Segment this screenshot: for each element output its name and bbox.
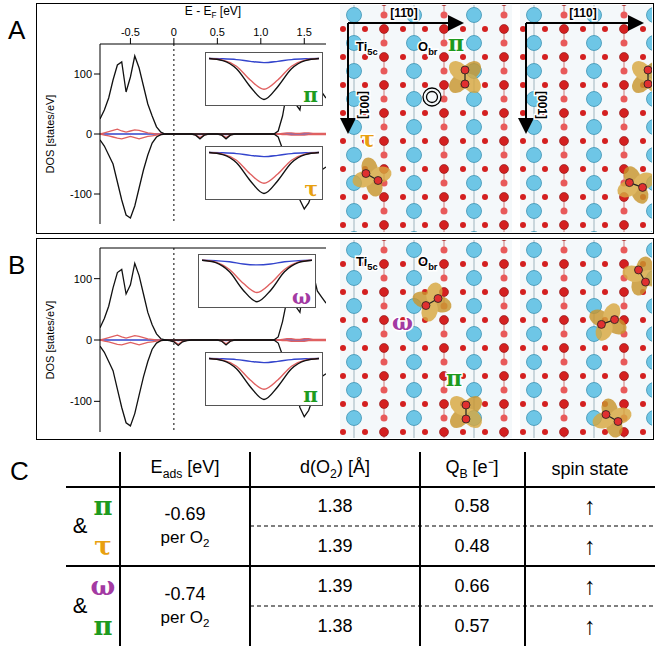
html-text:π: π [303, 83, 318, 107]
svg-text:[110]: [110] [569, 6, 596, 20]
svg-text:[001]: [001] [535, 91, 549, 119]
svg-text:1.5: 1.5 [297, 26, 312, 38]
html-text:1.38: 1.38 [317, 616, 353, 636]
html-text:0.57: 0.57 [454, 616, 490, 636]
html-text:π: π [93, 491, 113, 521]
html-text:1.39: 1.39 [317, 576, 353, 596]
svg-text:-0.5: -0.5 [121, 26, 140, 38]
svg-text:π: π [446, 365, 462, 391]
html-text:QB[e⁻]: QB[e⁻] [445, 457, 499, 481]
svg-text:Obr: Obr [418, 39, 438, 57]
html-text:B: B [8, 250, 26, 280]
html-text:C: C [10, 456, 29, 486]
html-text:τ: τ [94, 531, 112, 561]
svg-text:DOS [states/eV]: DOS [states/eV] [44, 301, 56, 380]
svg-text:0: 0 [86, 334, 92, 346]
html-text:spin state: spin state [551, 459, 629, 479]
svg-text:ω: ω [392, 309, 413, 335]
html-text:0.48: 0.48 [454, 536, 490, 556]
svg-text:0: 0 [171, 26, 177, 38]
svg-text:-100: -100 [70, 395, 92, 407]
html-text:ω: ω [90, 571, 116, 601]
svg-text:0.5: 0.5 [210, 26, 225, 38]
html-text:A: A [8, 15, 26, 45]
html-text:ω: ω [292, 285, 311, 309]
html-text:1.39: 1.39 [317, 536, 353, 556]
svg-text:100: 100 [74, 68, 92, 80]
svg-text:DOS [states/eV]: DOS [states/eV] [44, 95, 56, 174]
svg-text:[001]: [001] [357, 91, 371, 119]
html-text:-0.69: -0.69 [164, 504, 206, 524]
html-text:per O2: per O2 [160, 527, 210, 549]
svg-text:-100: -100 [70, 188, 92, 200]
svg-text:100: 100 [74, 273, 92, 285]
svg-text:0: 0 [86, 128, 92, 140]
html-text:π: π [303, 383, 318, 407]
html-text:π: π [93, 611, 113, 641]
html-text:0.66: 0.66 [454, 576, 490, 596]
svg-text:Ti5c: Ti5c [356, 39, 378, 57]
svg-text:Obr: Obr [418, 254, 438, 272]
html-text:-0.74: -0.74 [164, 584, 206, 604]
html-text:1.38: 1.38 [317, 496, 353, 516]
svg-text:τ: τ [360, 126, 375, 152]
html-text:d(O2) [Å]: d(O2) [Å] [300, 457, 370, 481]
html-text:E - EF[eV]: E - EF[eV] [184, 4, 242, 21]
svg-text:π: π [448, 30, 464, 56]
html-text:τ: τ [304, 177, 318, 201]
svg-text:1.0: 1.0 [253, 26, 268, 38]
html-text:0.58: 0.58 [454, 496, 490, 516]
html-text:Eads[eV]: Eads[eV] [150, 457, 220, 481]
svg-text:[11̄0]: [11̄0] [390, 6, 417, 20]
svg-text:Ti5c: Ti5c [356, 254, 378, 272]
html-text:per O2: per O2 [160, 607, 210, 629]
